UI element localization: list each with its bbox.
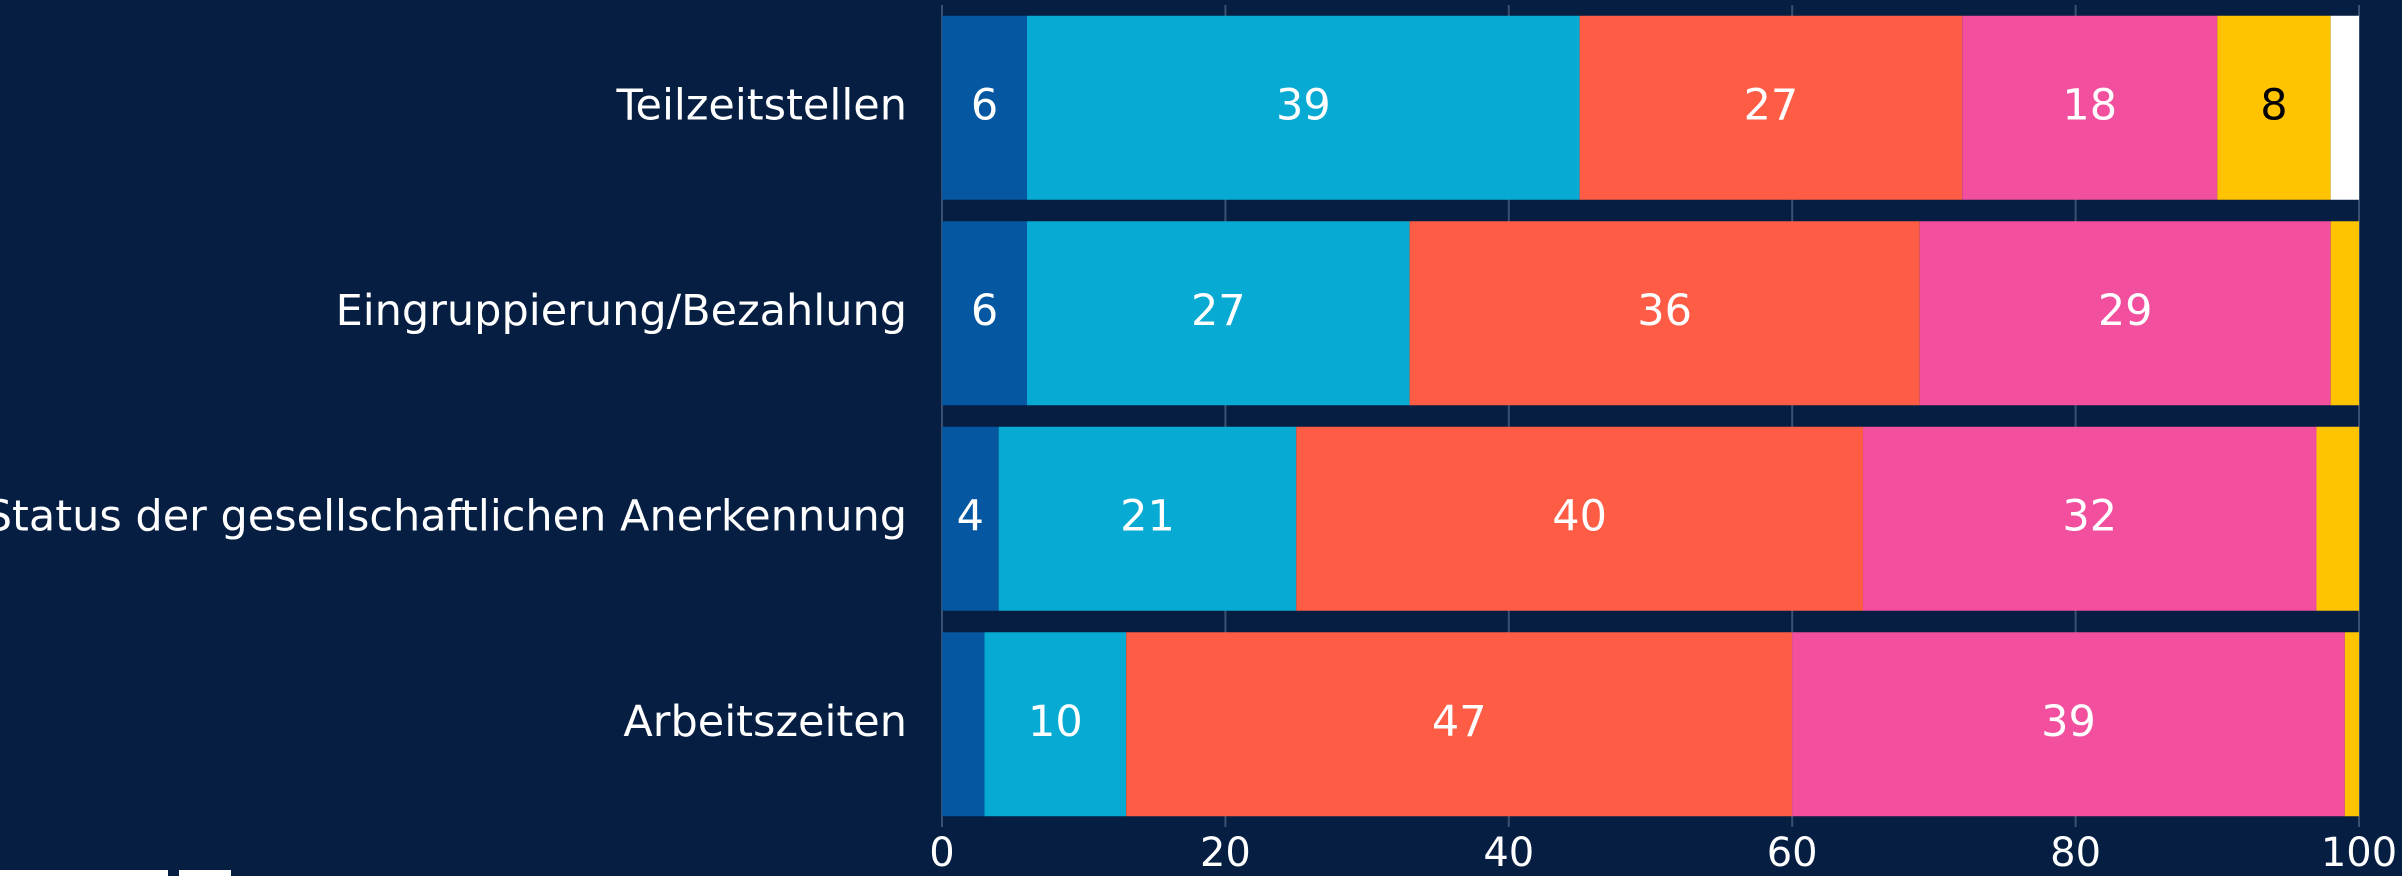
- logo-part: [179, 870, 231, 876]
- y-tick-label: Eingruppierung/Bezahlung: [336, 286, 907, 336]
- bar-segment: [1792, 632, 2345, 817]
- data-label: 39: [2041, 697, 2096, 747]
- bar-segment: [998, 426, 1297, 611]
- bar-segment: [1919, 221, 2331, 406]
- bar-segment: [1579, 15, 1963, 200]
- x-tick-label: 60: [1767, 830, 1818, 876]
- bar-segment: [1027, 15, 1580, 200]
- data-label: 21: [1120, 491, 1175, 541]
- x-tick-label: 80: [2050, 830, 2101, 876]
- x-tick-label: 0: [929, 830, 954, 876]
- bar-segment: [1962, 15, 2218, 200]
- data-label: 27: [1191, 286, 1246, 336]
- x-tick-label: 20: [1200, 830, 1251, 876]
- bar-segment: [1409, 221, 1920, 406]
- bar-segment: [2316, 426, 2359, 611]
- data-label: 32: [2062, 491, 2117, 541]
- data-label: 39: [1276, 80, 1331, 130]
- bar-segment: [942, 15, 1028, 200]
- data-label: 4: [957, 491, 984, 541]
- bar-segment: [1126, 632, 1793, 817]
- bar-segment: [984, 632, 1127, 817]
- bar-segment: [1027, 221, 1410, 406]
- bar-segment: [942, 221, 1028, 406]
- data-label: 8: [2260, 80, 2287, 130]
- bar-segment: [2330, 15, 2359, 200]
- x-tick-label: 100: [2321, 830, 2397, 876]
- bar-segment: [2344, 632, 2359, 817]
- data-label: 27: [1744, 80, 1799, 130]
- data-label: 36: [1637, 286, 1692, 336]
- labels: 0 20 40 60 80 100 Teilzeitstellen 6 39 27 18 8 Eingr…: [0, 80, 2397, 876]
- bars: [942, 15, 2359, 817]
- data-label: 18: [2062, 80, 2117, 130]
- y-tick-label: Teilzeitstellen: [616, 80, 907, 130]
- bar-segment: [2217, 15, 2331, 200]
- data-label: 6: [971, 286, 998, 336]
- data-label: 29: [2098, 286, 2153, 336]
- bar-segment: [2330, 221, 2359, 406]
- bar-segment: [942, 426, 999, 611]
- y-tick-label: Status der gesellschaftlichen Anerkennun…: [0, 491, 907, 541]
- data-label: 10: [1028, 697, 1083, 747]
- logo-part: [0, 870, 168, 876]
- data-label: 6: [971, 80, 998, 130]
- bar-segment: [942, 632, 985, 817]
- x-tick-label: 40: [1483, 830, 1534, 876]
- data-label: 47: [1432, 697, 1487, 747]
- bar-segment: [1863, 426, 2317, 611]
- data-label: 40: [1552, 491, 1607, 541]
- y-tick-label: Arbeitszeiten: [623, 697, 907, 747]
- bar-segment: [1296, 426, 1864, 611]
